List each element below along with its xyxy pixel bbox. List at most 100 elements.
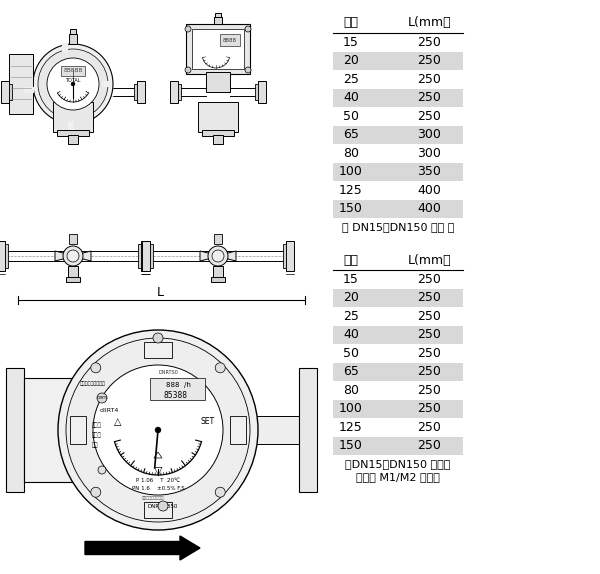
Text: 85388: 85388 xyxy=(164,390,188,400)
Bar xyxy=(9,84,12,100)
Text: 250: 250 xyxy=(418,328,441,342)
Text: 口径: 口径 xyxy=(343,17,359,29)
Bar xyxy=(70,29,76,34)
Text: 350: 350 xyxy=(418,165,441,179)
Text: 250: 250 xyxy=(418,73,441,86)
Text: DNRFT-350: DNRFT-350 xyxy=(148,503,178,509)
Bar xyxy=(144,502,172,518)
Circle shape xyxy=(38,49,108,119)
Text: L: L xyxy=(157,285,163,298)
Text: 20: 20 xyxy=(343,291,359,304)
Bar xyxy=(333,52,463,70)
Bar xyxy=(213,135,223,144)
Text: 400: 400 xyxy=(418,184,441,197)
Text: 250: 250 xyxy=(418,421,441,434)
Bar xyxy=(69,234,77,244)
Text: 界量: 界量 xyxy=(92,442,98,448)
Bar xyxy=(70,416,86,444)
Bar xyxy=(178,84,181,100)
Text: 125: 125 xyxy=(339,421,363,434)
Circle shape xyxy=(158,501,168,511)
Polygon shape xyxy=(55,251,91,261)
Text: 8888: 8888 xyxy=(223,37,237,42)
Bar xyxy=(211,277,225,282)
Text: 25: 25 xyxy=(343,73,359,86)
Circle shape xyxy=(215,487,225,497)
Bar xyxy=(69,34,77,44)
Text: 100: 100 xyxy=(339,402,363,415)
Text: 300: 300 xyxy=(418,147,441,160)
Bar xyxy=(68,135,78,144)
Text: 150: 150 xyxy=(339,202,363,215)
Text: P 1.06    T  20℃: P 1.06 T 20℃ xyxy=(136,478,180,483)
Circle shape xyxy=(185,67,191,73)
Text: 65: 65 xyxy=(343,365,359,378)
Text: 300: 300 xyxy=(418,128,441,141)
Circle shape xyxy=(155,427,161,433)
Text: 40: 40 xyxy=(343,328,359,342)
Circle shape xyxy=(33,44,113,124)
Text: 250: 250 xyxy=(418,273,441,286)
Bar xyxy=(138,244,141,268)
FancyArrow shape xyxy=(85,536,200,560)
Text: 250: 250 xyxy=(418,55,441,67)
Text: 口径: 口径 xyxy=(343,254,359,266)
Circle shape xyxy=(91,487,101,497)
Bar xyxy=(53,102,93,132)
Bar xyxy=(24,416,138,444)
Text: DNRTS0: DNRTS0 xyxy=(158,370,178,374)
Bar xyxy=(333,200,463,218)
Bar xyxy=(333,289,463,307)
Circle shape xyxy=(98,466,106,474)
Text: 250: 250 xyxy=(418,91,441,104)
Bar xyxy=(333,126,463,144)
Bar xyxy=(333,400,463,418)
Circle shape xyxy=(245,26,251,32)
Bar xyxy=(333,363,463,381)
Circle shape xyxy=(212,250,224,262)
Bar xyxy=(213,266,223,278)
Circle shape xyxy=(66,338,250,522)
Text: 40: 40 xyxy=(343,91,359,104)
Text: 15: 15 xyxy=(343,273,359,286)
Bar xyxy=(192,29,244,69)
Text: ▽: ▽ xyxy=(154,465,162,475)
Text: 20: 20 xyxy=(343,55,359,67)
Bar xyxy=(5,244,8,268)
Text: 125: 125 xyxy=(339,184,363,197)
Text: TOTAL: TOTAL xyxy=(65,77,81,83)
Bar xyxy=(299,368,317,492)
Text: 15: 15 xyxy=(343,36,359,49)
Bar xyxy=(214,17,222,24)
Bar xyxy=(230,416,246,444)
Text: 250: 250 xyxy=(418,402,441,415)
Bar xyxy=(57,130,89,136)
Text: 88888: 88888 xyxy=(64,68,83,73)
Bar xyxy=(283,244,286,268)
Text: 150: 150 xyxy=(339,439,363,452)
Text: 250: 250 xyxy=(418,365,441,378)
Bar xyxy=(255,84,258,100)
Bar xyxy=(202,130,234,136)
Text: dIIRT4: dIIRT4 xyxy=(100,408,119,413)
Bar xyxy=(150,244,153,268)
Bar xyxy=(333,162,463,181)
Circle shape xyxy=(245,67,251,73)
Circle shape xyxy=(58,330,258,530)
Bar xyxy=(24,87,34,93)
Text: 250: 250 xyxy=(418,310,441,323)
Circle shape xyxy=(208,246,228,266)
Bar xyxy=(198,102,238,132)
Bar xyxy=(258,81,266,103)
Bar xyxy=(186,24,250,74)
Text: 250: 250 xyxy=(418,347,441,360)
Bar xyxy=(102,81,112,87)
Circle shape xyxy=(63,246,83,266)
Bar xyxy=(9,54,33,114)
Bar xyxy=(68,266,78,278)
Bar xyxy=(333,436,463,455)
Text: 频电号: 频电号 xyxy=(92,432,102,438)
Text: 80: 80 xyxy=(343,384,359,397)
Text: 250: 250 xyxy=(418,291,441,304)
Text: 50: 50 xyxy=(343,347,359,360)
